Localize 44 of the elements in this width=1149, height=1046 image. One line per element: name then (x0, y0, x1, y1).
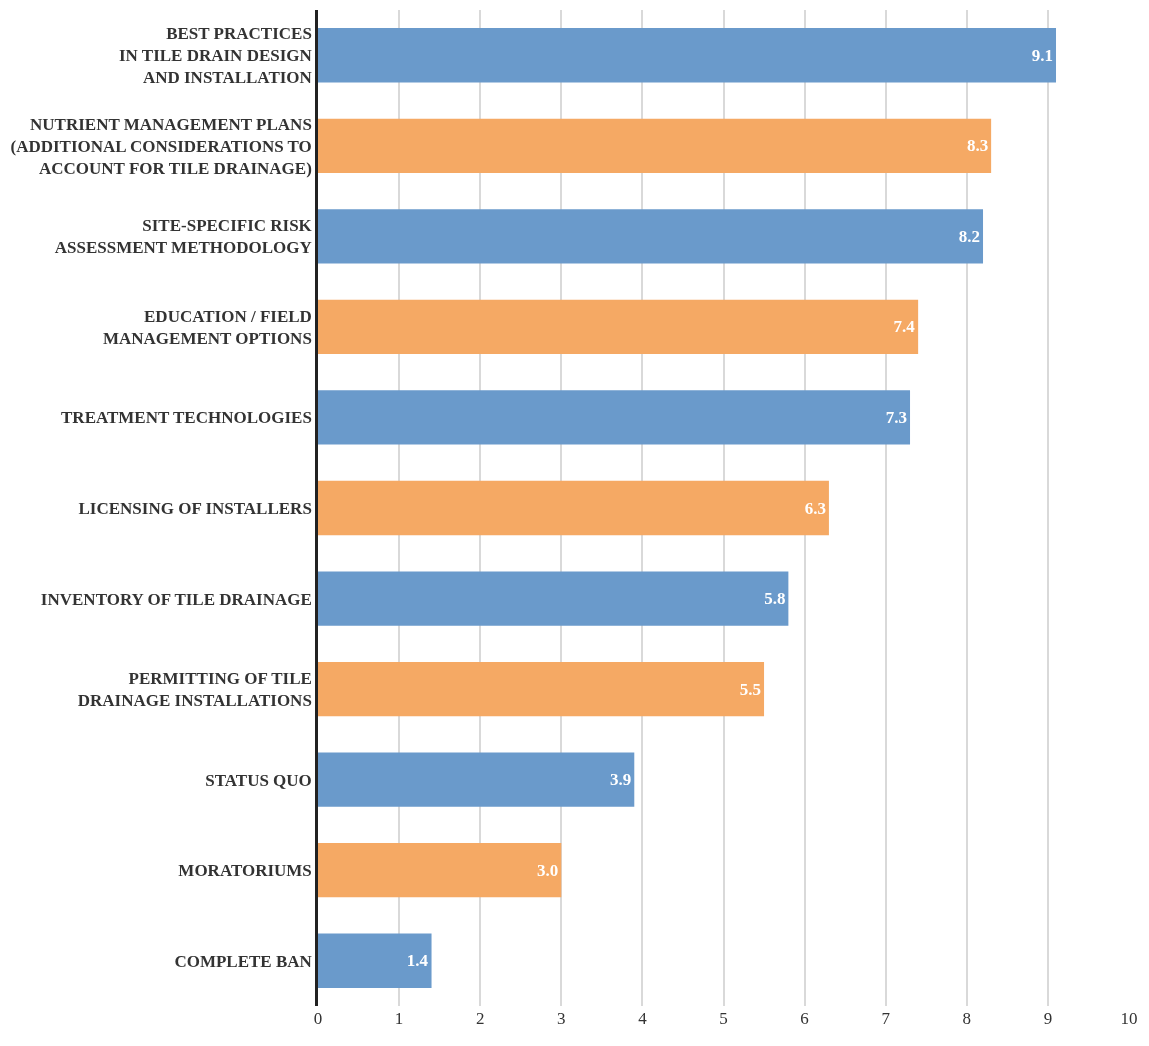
data-label: 7.3 (885, 407, 908, 427)
y-tick-label: STATUS QUO (205, 770, 312, 790)
data-label: 7.4 (893, 317, 916, 337)
y-tick-label: EDUCATION / FIELD MANAGEMENT OPTIONS (102, 306, 312, 348)
bar (318, 480, 829, 536)
data-label: 9.1 (1031, 45, 1054, 65)
x-tick-label: 7 (881, 1009, 891, 1028)
bar (318, 28, 1057, 83)
y-tick-label: BEST PRACTICES IN TILE DRAIN DESIGN AND INSTALLATION (118, 24, 313, 88)
bar (318, 571, 789, 626)
bar (318, 933, 432, 988)
x-tick-label: 3 (557, 1009, 566, 1028)
data-label: 3.0 (537, 860, 559, 880)
x-tick-label: 2 (475, 1009, 485, 1028)
data-label: 3.9 (610, 770, 632, 790)
bar (318, 209, 984, 264)
bar (318, 390, 911, 445)
x-tick-label: 9 (1043, 1009, 1053, 1028)
x-tick-label: 10 (1120, 1009, 1138, 1028)
y-tick-label: COMPLETE BAN (174, 951, 313, 971)
y-tick-label: MORATORIUMS (178, 861, 312, 881)
y-tick-label: NUTRIENT MANAGEMENT PLANS (ADDITIONAL CONSIDERATIONS TO ACCOUNT FOR TILE DRAINAGE) (10, 114, 312, 178)
data-label: 6.3 (804, 498, 826, 518)
data-label: 1.4 (406, 951, 429, 971)
bar (318, 752, 635, 807)
y-tick-label: PERMITTING OF TILE DRAINAGE INSTALLATIONS (77, 668, 312, 711)
data-label: 8.2 (958, 226, 981, 246)
y-tick-label: TREATMENT TECHNOLOGIES (61, 408, 312, 428)
x-tick-label: 8 (962, 1009, 972, 1028)
data-label: 5.8 (764, 589, 786, 609)
bar (318, 118, 992, 173)
bar (318, 843, 562, 898)
bar (318, 299, 919, 355)
x-tick-label: 4 (638, 1009, 648, 1028)
x-tick-label: 0 (313, 1009, 323, 1028)
data-label: 8.3 (966, 136, 989, 156)
data-label: 5.5 (739, 679, 762, 699)
x-tick-label: 1 (394, 1009, 404, 1028)
y-tick-label: LICENSING OF INSTALLERS (78, 498, 312, 518)
x-tick-label: 5 (719, 1009, 728, 1028)
y-tick-label: INVENTORY OF TILE DRAINAGE (40, 589, 312, 609)
x-tick-label: 6 (800, 1009, 809, 1028)
bar (318, 661, 765, 717)
y-tick-label: SITE-SPECIFIC RISK ASSESSMENT METHODOLOGY (54, 216, 313, 258)
